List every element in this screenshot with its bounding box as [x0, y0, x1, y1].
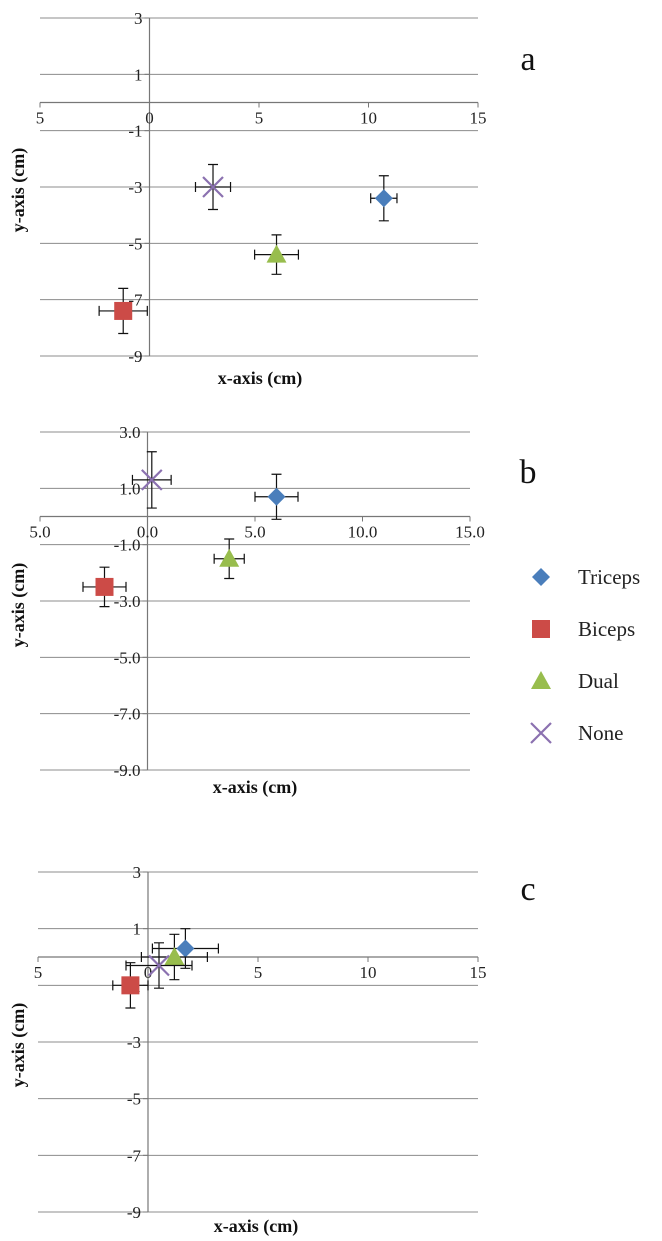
- legend-label-none: None: [578, 721, 624, 745]
- x-axis-title: x-axis (cm): [218, 368, 302, 389]
- x-tick-label: 5: [36, 109, 45, 128]
- y-tick-label: -5: [128, 234, 142, 253]
- chart-panel-b: 5.0 0.0 5.0 10.0 15.0 3.0 1.0 -1.0 -3.0 -5.0 -7.0 -…: [8, 423, 537, 798]
- legend: Triceps Biceps Dual None: [530, 565, 640, 745]
- y-tick-label: -9: [128, 347, 142, 366]
- y-axis-title: y-axis (cm): [8, 563, 29, 647]
- x-tick-label: 0: [145, 109, 154, 128]
- data-point-triceps: [176, 939, 195, 958]
- x-tick-label: 15.0: [455, 523, 485, 542]
- data-point-dual: [164, 947, 185, 965]
- data-point-none: [148, 954, 170, 977]
- x-tick-label: 5: [34, 963, 43, 982]
- x-tick-label: 15: [470, 963, 487, 982]
- legend-marker-none: [530, 722, 552, 744]
- y-tick-label: 3: [133, 863, 142, 882]
- y-tick-label: -5.0: [114, 648, 141, 667]
- x-tick-label: 10.0: [348, 523, 378, 542]
- x-tick-label: 10: [360, 109, 377, 128]
- x-tick-label: 15: [470, 109, 487, 128]
- x-tick-label: 5: [255, 109, 264, 128]
- y-tick-label: -7: [127, 1146, 142, 1165]
- y-axis-title: y-axis (cm): [8, 1003, 29, 1087]
- panel-label: b: [520, 454, 537, 491]
- x-axis-title: x-axis (cm): [213, 777, 297, 798]
- data-point-biceps: [95, 577, 114, 596]
- data-point-triceps: [267, 487, 286, 506]
- y-tick-label: 3.0: [119, 423, 140, 442]
- y-tick-label: 1: [133, 920, 142, 939]
- y-axis-title: y-axis (cm): [8, 148, 29, 232]
- y-tick-label: -9.0: [114, 761, 141, 780]
- panel-label: c: [520, 871, 535, 908]
- legend-label-biceps: Biceps: [578, 617, 635, 641]
- y-tick-label: 3: [134, 9, 143, 28]
- y-tick-label: -3: [127, 1033, 141, 1052]
- x-tick-label: 5.0: [29, 523, 50, 542]
- y-tick-label: -3: [128, 178, 142, 197]
- y-tick-label: -5: [127, 1090, 141, 1109]
- data-point-dual: [219, 548, 240, 567]
- y-tick-label: 1: [134, 65, 143, 84]
- y-tick-label: -9: [127, 1203, 141, 1222]
- data-point-none: [202, 176, 224, 198]
- data-point-none: [141, 469, 163, 491]
- data-point-biceps: [114, 301, 133, 320]
- legend-label-dual: Dual: [578, 669, 619, 693]
- x-tick-label: 0: [144, 963, 153, 982]
- legend-marker-triceps: [532, 568, 550, 586]
- panel-label: a: [520, 41, 535, 78]
- data-point-triceps: [374, 189, 393, 208]
- x-tick-label: 5: [254, 963, 263, 982]
- y-tick-label: 1.0: [119, 479, 140, 498]
- x-axis-title: x-axis (cm): [214, 1216, 298, 1237]
- legend-marker-dual: [531, 671, 551, 689]
- y-tick-label: -3.0: [114, 592, 141, 611]
- legend-label-triceps: Triceps: [578, 565, 640, 589]
- data-point-dual: [266, 244, 287, 263]
- y-tick-label: -1.0: [114, 536, 141, 555]
- x-tick-label: 0.0: [137, 523, 158, 542]
- x-tick-label: 10: [360, 963, 377, 982]
- x-tick-label: 5.0: [244, 523, 265, 542]
- legend-marker-biceps: [532, 620, 550, 638]
- y-tick-label: -1: [128, 122, 142, 141]
- y-tick-label: -7.0: [114, 705, 141, 724]
- data-point-biceps: [121, 976, 140, 995]
